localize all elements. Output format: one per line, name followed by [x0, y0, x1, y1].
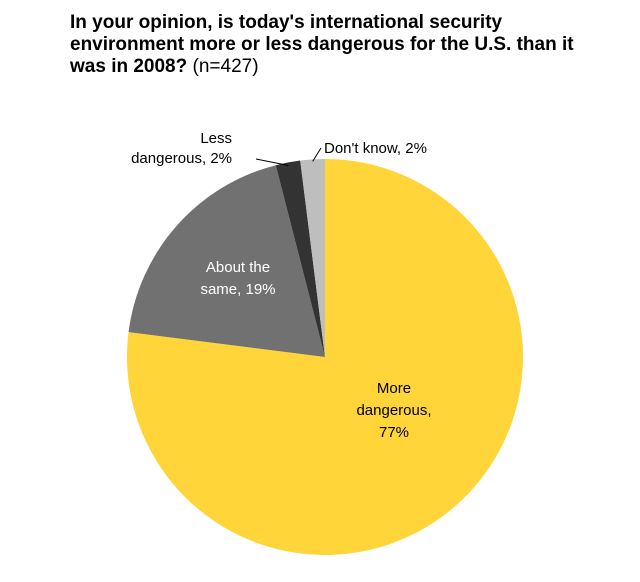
pie-slice-about-the-same — [128, 165, 325, 357]
leader-line-less-dangerous — [255, 158, 289, 166]
data-label-more-dangerous: More dangerous, 77% — [356, 380, 431, 441]
data-label-don-t-know: Don't know, 2% — [324, 140, 427, 157]
data-label-about-the-same: About the same, 19% — [200, 259, 275, 298]
chart-title-text: In your opinion, is today's internationa… — [70, 12, 574, 77]
chart-subtitle: (n=427) — [192, 56, 259, 77]
leader-line-don-t-know — [312, 147, 322, 162]
chart-title: In your opinion, is today's internationa… — [70, 12, 590, 78]
data-label-less-dangerous: Less dangerous, 2% — [131, 130, 232, 167]
pie-slice-don-t-know — [300, 159, 325, 357]
pie-slice-less-dangerous — [275, 160, 325, 357]
